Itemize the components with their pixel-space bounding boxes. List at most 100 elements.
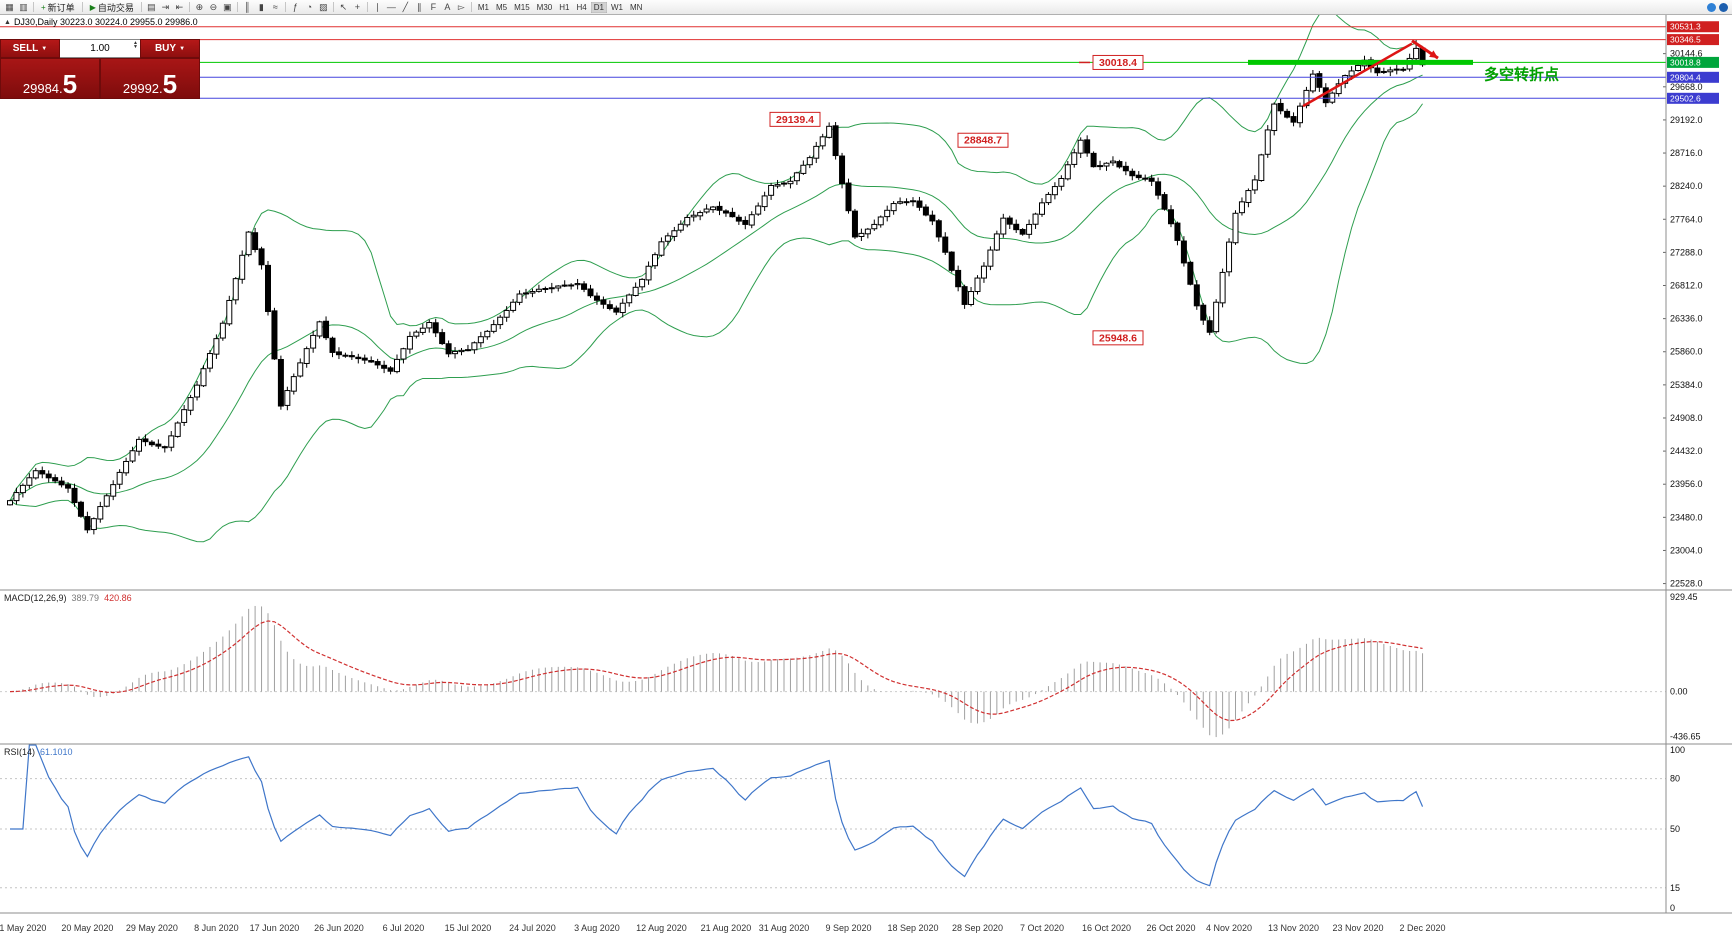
price-tag-text: 25948.6 bbox=[1099, 332, 1137, 344]
date-label: 3 Aug 2020 bbox=[574, 923, 620, 933]
candle-bearish bbox=[832, 125, 839, 157]
crosshair-icon[interactable]: + bbox=[354, 2, 360, 12]
new-order-button[interactable]: + 新订单 bbox=[37, 1, 79, 13]
search-icon[interactable] bbox=[1719, 2, 1728, 12]
candle-bullish bbox=[232, 278, 239, 301]
chart-shift-icon[interactable]: ⇤ bbox=[175, 1, 184, 12]
candle-bullish bbox=[1103, 162, 1110, 167]
price-tick-label: 30144.6 bbox=[1670, 49, 1703, 59]
candle-bearish bbox=[716, 205, 723, 211]
candle-bullish bbox=[194, 384, 201, 398]
price-tick-label: 22528.0 bbox=[1670, 579, 1703, 589]
new-chart-icon[interactable]: ▦ bbox=[5, 1, 14, 12]
reversal-arrow-head[interactable] bbox=[1429, 50, 1438, 59]
price-tag-box[interactable] bbox=[957, 132, 1009, 148]
cursor-icon[interactable]: ↖ bbox=[339, 1, 348, 12]
horizontal-line-icon[interactable]: ― bbox=[386, 2, 396, 12]
timeframe-h1-button[interactable]: H1 bbox=[559, 2, 570, 12]
mql5-community-icon[interactable] bbox=[1707, 2, 1716, 12]
timeframe-m15-button[interactable]: M15 bbox=[514, 2, 530, 12]
candle-bearish bbox=[1019, 228, 1026, 235]
sell-button[interactable]: SELL ▼ bbox=[0, 39, 60, 58]
toolbar-separator bbox=[81, 2, 83, 12]
buy-price-button[interactable]: 29992. 5 bbox=[100, 58, 200, 99]
candle-bullish bbox=[1232, 212, 1239, 244]
macd-axis-label: 929.45 bbox=[1670, 592, 1698, 602]
date-label: 9 Sep 2020 bbox=[825, 923, 871, 933]
chart-profiles-icon[interactable]: ▥ bbox=[19, 1, 28, 12]
candle-bearish bbox=[361, 357, 368, 361]
price-tag-box[interactable] bbox=[1092, 54, 1144, 70]
buy-button[interactable]: BUY ▼ bbox=[140, 39, 200, 58]
candle-bearish bbox=[445, 343, 452, 355]
fibonacci-icon[interactable]: F bbox=[430, 2, 437, 12]
buy-dropdown-icon: ▼ bbox=[179, 45, 186, 52]
candle-bullish bbox=[123, 460, 130, 474]
price-tick-label: 27288.0 bbox=[1670, 247, 1703, 257]
candle-bullish bbox=[1355, 64, 1362, 72]
turning-point-note[interactable]: 多空转折点 bbox=[1484, 65, 1559, 83]
charts-toolbar-icon[interactable]: ▤ bbox=[147, 1, 156, 12]
sell-dropdown-icon: ▼ bbox=[41, 45, 48, 52]
line-chart-icon[interactable]: ≈ bbox=[272, 2, 278, 12]
candle-bullish bbox=[1109, 160, 1116, 164]
vertical-line-icon[interactable]: ∣ bbox=[375, 1, 380, 12]
date-label: 29 May 2020 bbox=[126, 923, 178, 933]
candle-bearish bbox=[58, 480, 65, 486]
timeframe-m1-button[interactable]: M1 bbox=[477, 2, 489, 12]
chart-title: ▲ DJ30,Daily 30223.0 30224.0 29955.0 299… bbox=[4, 17, 198, 27]
candle-bullish bbox=[529, 291, 536, 294]
volume-input[interactable]: 1.00 ▲ ▼ bbox=[60, 39, 140, 58]
candle-bullish bbox=[710, 206, 717, 211]
bar-chart-icon[interactable]: ║ bbox=[244, 2, 251, 12]
candle-bullish bbox=[761, 195, 768, 208]
indicators-icon[interactable]: ƒ bbox=[292, 2, 298, 12]
periods-icon[interactable]: ◔ bbox=[306, 2, 313, 12]
autotrading-button[interactable]: ▶ 自动交易 bbox=[86, 1, 138, 13]
candle-bullish bbox=[484, 330, 491, 338]
volume-spinner-icon[interactable]: ▲ ▼ bbox=[133, 40, 138, 50]
trendline-icon[interactable]: ╱ bbox=[402, 1, 409, 12]
timeframe-d1-button[interactable]: D1 bbox=[590, 1, 607, 13]
equidistant-channel-icon[interactable]: ∥ bbox=[417, 1, 422, 12]
candlestick-chart-icon[interactable]: ▮ bbox=[258, 1, 264, 12]
candle-bullish bbox=[632, 286, 639, 296]
candle-bearish bbox=[387, 367, 394, 372]
candle-bearish bbox=[613, 307, 620, 313]
oct-toggle-icon[interactable]: ▲ bbox=[4, 18, 11, 26]
arrow-objects-icon[interactable]: ▻ bbox=[457, 1, 465, 12]
candle-bearish bbox=[1084, 139, 1091, 154]
zoom-out-icon[interactable]: ⊖ bbox=[209, 1, 218, 12]
candle-bearish bbox=[1193, 284, 1200, 307]
candle-bullish bbox=[819, 136, 826, 147]
chart-window: 29139.4 28848.7 25948.6 30018.4 多空转折点 1 May 2… bbox=[0, 15, 1732, 938]
candle-bearish bbox=[600, 299, 607, 305]
timeframe-m5-button[interactable]: M5 bbox=[495, 2, 508, 12]
timeframe-w1-button[interactable]: W1 bbox=[610, 2, 623, 12]
timeframe-mn-button[interactable]: MN bbox=[629, 2, 643, 12]
candle-bullish bbox=[1297, 105, 1303, 124]
candle-bearish bbox=[155, 443, 162, 447]
text-label-icon[interactable]: A bbox=[444, 2, 451, 12]
templates-icon[interactable]: ▨ bbox=[319, 1, 328, 12]
candle-bullish bbox=[19, 484, 26, 494]
candle-bullish bbox=[97, 506, 104, 520]
zoom-in-icon[interactable]: ⊕ bbox=[195, 1, 204, 12]
sell-price-button[interactable]: 29984. 5 bbox=[0, 58, 100, 99]
candle-bullish bbox=[226, 299, 233, 325]
candle-bearish bbox=[374, 361, 381, 366]
candle-bearish bbox=[581, 283, 588, 290]
trendline-up[interactable] bbox=[1302, 42, 1413, 108]
tile-windows-icon[interactable]: ▣ bbox=[223, 1, 232, 12]
candle-bullish bbox=[619, 302, 626, 314]
scroll-chart-end-icon[interactable]: ⇥ bbox=[161, 1, 170, 12]
timeframe-h4-button[interactable]: H4 bbox=[576, 2, 587, 12]
price-tag-box[interactable] bbox=[769, 111, 821, 127]
timeframe-m30-button[interactable]: M30 bbox=[536, 2, 553, 12]
candle-bearish bbox=[948, 251, 955, 271]
candle-bullish bbox=[490, 324, 497, 332]
candle-bullish bbox=[13, 492, 20, 502]
candle-bearish bbox=[348, 355, 355, 358]
price-tag-box[interactable] bbox=[1092, 330, 1144, 346]
